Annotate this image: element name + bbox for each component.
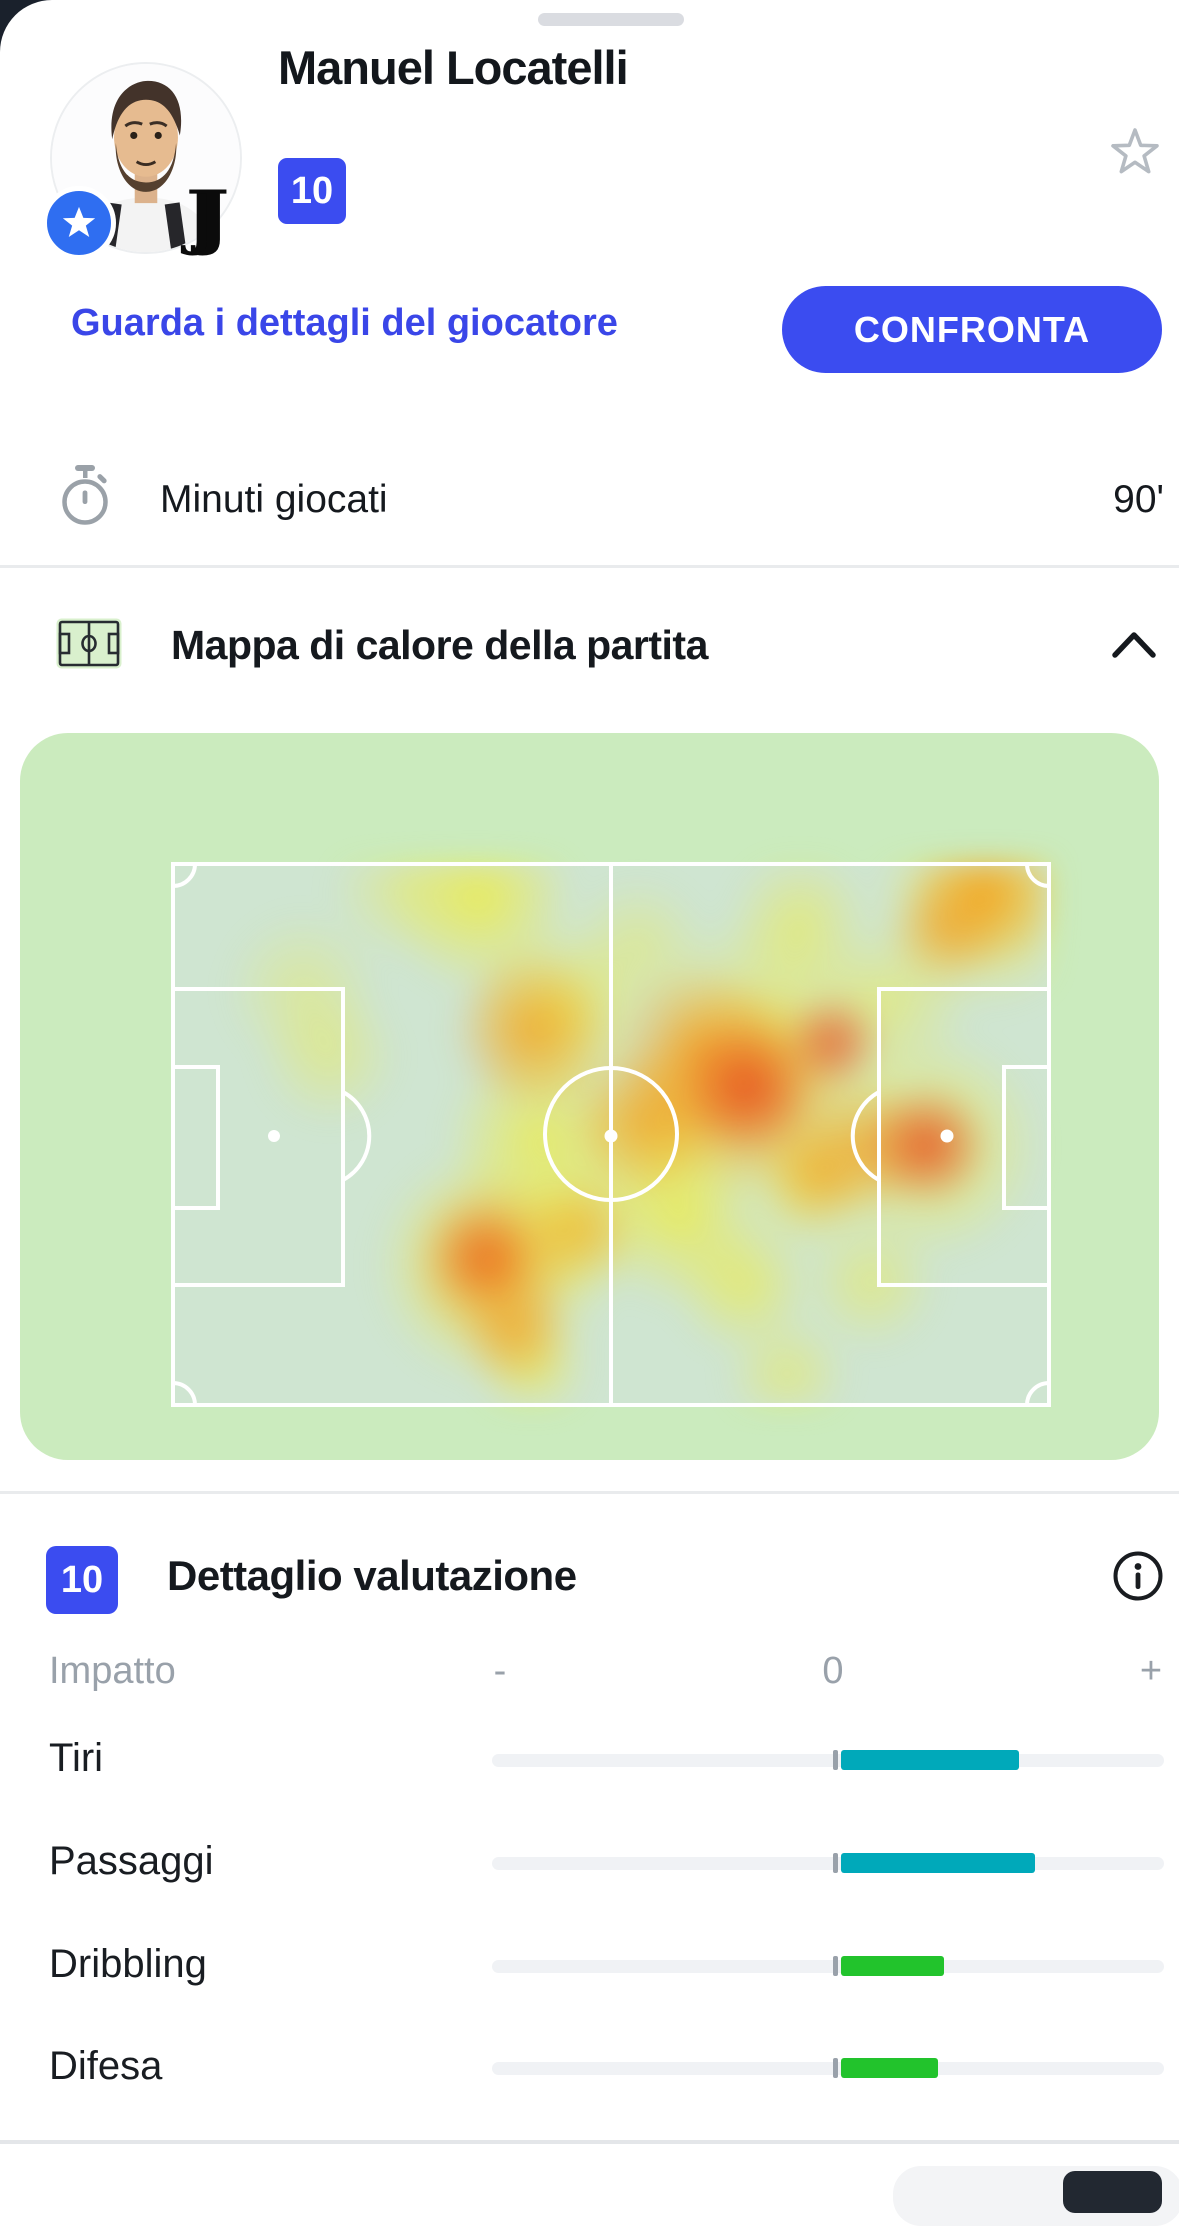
stat-label-dribbling: Dribbling — [49, 1942, 207, 1986]
pitch-icon — [56, 618, 122, 669]
stat-bar-zero-tick — [833, 1956, 838, 1976]
stopwatch-icon — [62, 465, 108, 525]
stat-bar-zero-tick — [833, 2058, 838, 2078]
stat-bar-value-difesa — [841, 2058, 938, 2078]
match-heatmap — [20, 733, 1159, 1460]
sheet-drag-handle[interactable] — [538, 13, 684, 26]
divider — [0, 565, 1179, 568]
stat-bar-value-tiri — [841, 1750, 1019, 1770]
football-pitch-lines — [171, 862, 1051, 1407]
favorite-team-badge — [42, 186, 116, 260]
heatmap-section-title: Mappa di calore della partita — [171, 622, 708, 668]
partial-bottom-widget-button[interactable] — [1063, 2171, 1162, 2213]
star-icon — [62, 206, 96, 237]
stat-label-passaggi: Passaggi — [49, 1839, 214, 1883]
juventus-logo: JJ — [186, 175, 229, 258]
scale-zero: 0 — [822, 1650, 844, 1692]
impact-label: Impatto — [49, 1650, 176, 1692]
scale-minus: - — [493, 1650, 507, 1692]
stat-label-tiri: Tiri — [49, 1736, 104, 1780]
rating-badge: 10 — [46, 1546, 118, 1614]
player-rating-badge: 10 — [278, 158, 346, 224]
minutes-played-value: 90' — [1113, 478, 1164, 521]
rating-detail-title: Dettaglio valutazione — [167, 1552, 577, 1599]
stat-bar-zero-tick — [833, 1750, 838, 1770]
divider — [0, 2140, 1179, 2144]
bottom-sheet: JJ Manuel Locatelli 10 Guarda i dettagli… — [0, 13, 1179, 2226]
favorite-star-icon[interactable] — [1104, 124, 1166, 186]
stat-bar-track — [492, 2062, 1164, 2075]
chevron-up-icon[interactable] — [1108, 628, 1160, 662]
stat-bar-value-dribbling — [841, 1956, 944, 1976]
minutes-played-label: Minuti giocati — [160, 478, 388, 521]
stat-bar-track — [492, 1857, 1164, 1870]
compare-button[interactable]: CONFRONTA — [782, 286, 1162, 373]
info-icon[interactable] — [1110, 1548, 1166, 1604]
stat-bar-value-passaggi — [841, 1853, 1035, 1873]
player-avatar[interactable] — [50, 62, 242, 254]
stat-bar-track — [492, 1754, 1164, 1767]
player-name: Manuel Locatelli — [278, 41, 629, 94]
divider — [0, 1491, 1179, 1494]
player-details-link[interactable]: Guarda i dettagli del giocatore — [71, 302, 618, 344]
stat-bar-track — [492, 1960, 1164, 1973]
scale-plus: + — [1139, 1650, 1163, 1692]
stat-bar-zero-tick — [833, 1853, 838, 1873]
stat-label-difesa: Difesa — [49, 2044, 163, 2088]
